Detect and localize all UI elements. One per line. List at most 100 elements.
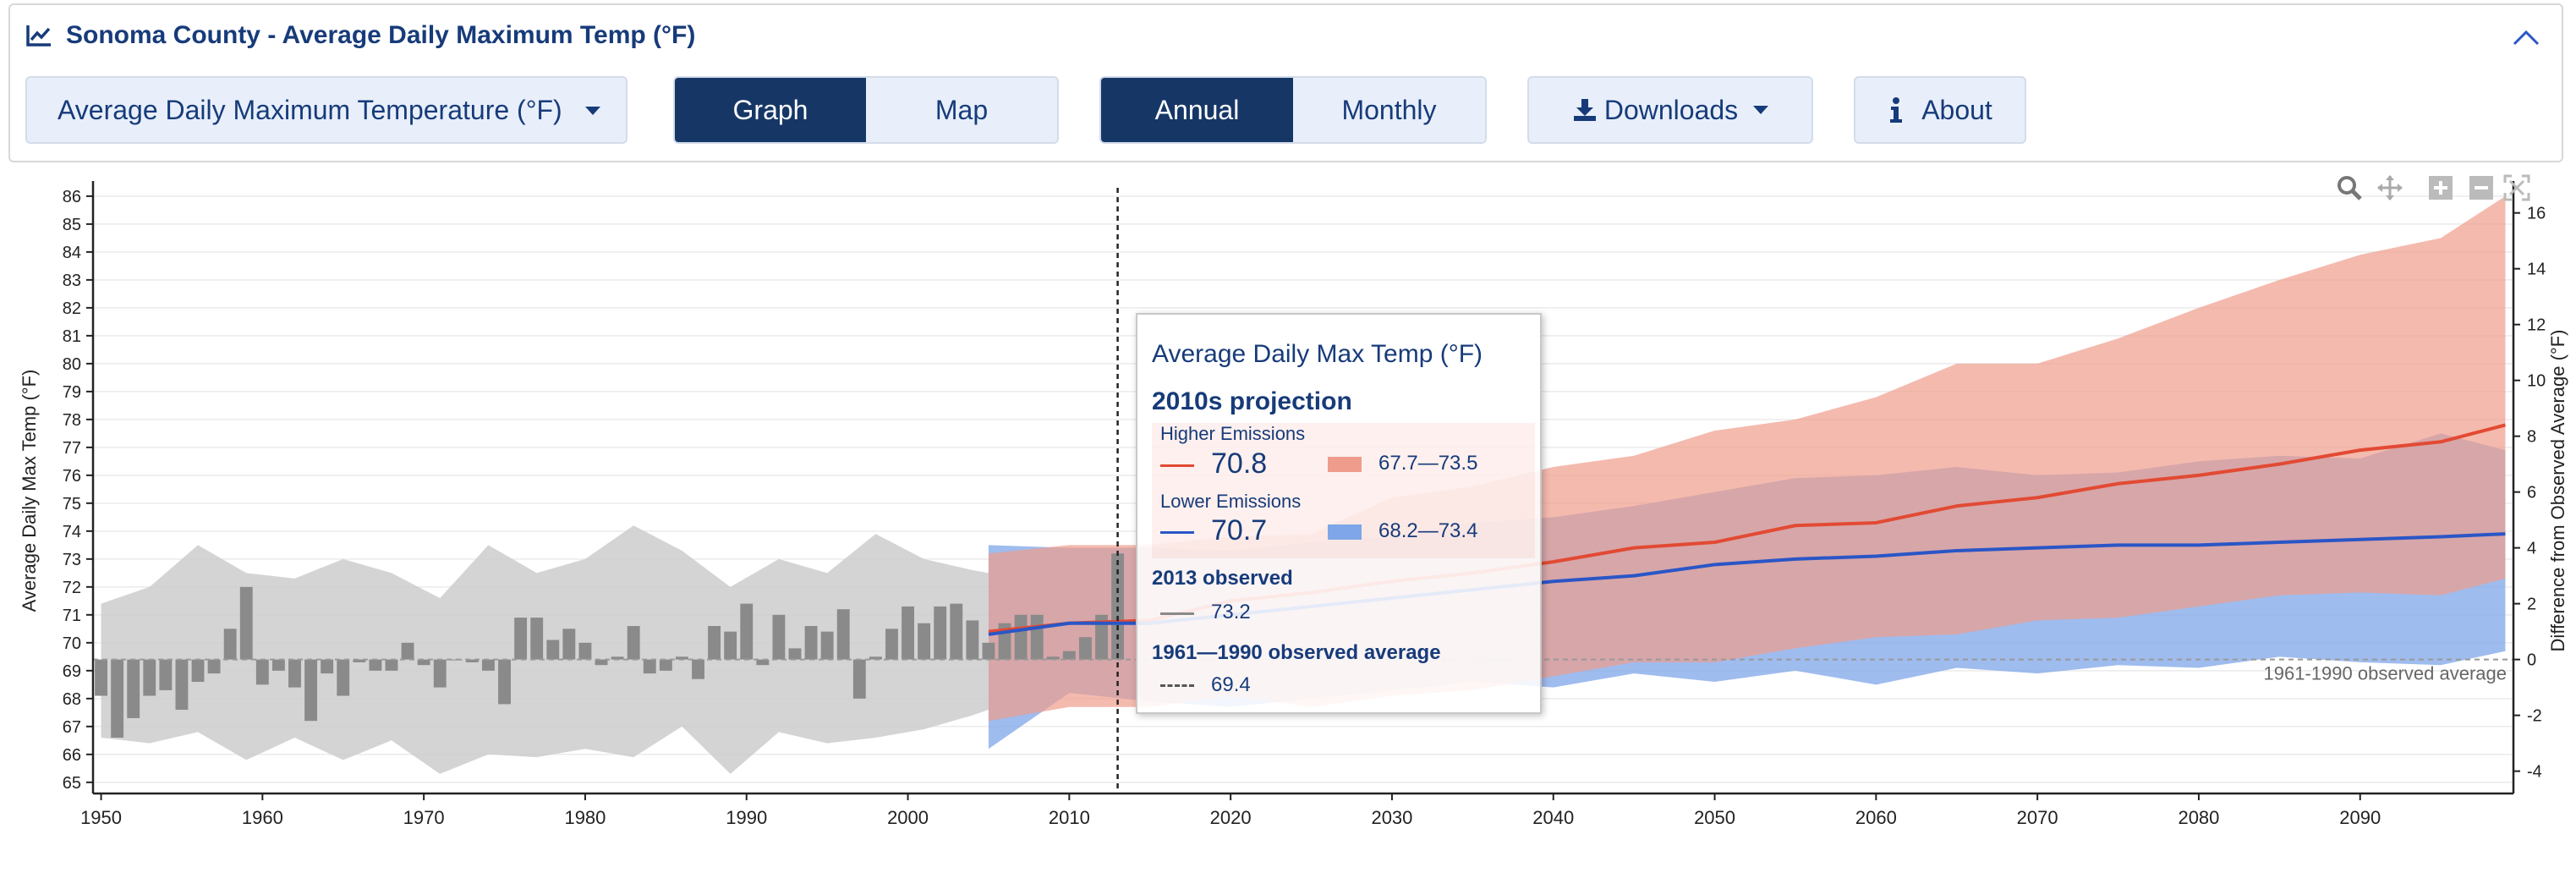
x-tick-label: 2060 — [1855, 807, 1897, 828]
tab-map[interactable]: Map — [866, 78, 1057, 142]
observed-bar — [740, 603, 754, 660]
observed-bar — [417, 659, 430, 666]
period-toggle: Annual Monthly — [1099, 76, 1487, 144]
observed-bar — [788, 648, 802, 660]
observed-bar — [337, 659, 350, 696]
pan-icon[interactable] — [2376, 174, 2403, 201]
observed-bar — [321, 659, 334, 674]
zoom-out-icon[interactable] — [2468, 174, 2495, 201]
higher-range-swatch — [1328, 457, 1362, 472]
x-tick-label: 1970 — [403, 807, 445, 828]
x-tick-label: 2080 — [2178, 807, 2219, 828]
y2-tick-label: 14 — [2527, 261, 2546, 279]
tab-annual[interactable]: Annual — [1101, 78, 1293, 142]
observed-bar — [869, 656, 882, 660]
y-axis-label: Average Daily Max Temp (°F) — [19, 370, 40, 612]
y-tick-label: 72 — [63, 579, 81, 597]
observed-bar — [385, 659, 398, 671]
y-tick-label: 69 — [63, 662, 81, 681]
y-tick-label: 76 — [63, 467, 81, 486]
higher-value: 70.8 — [1211, 447, 1268, 480]
y2-tick-label: -2 — [2527, 707, 2542, 726]
y2-tick-label: 8 — [2527, 428, 2536, 447]
observed-bar — [175, 659, 189, 711]
observed-bar — [191, 659, 205, 683]
observed-bar — [239, 586, 253, 660]
x-tick-label: 2020 — [1210, 807, 1252, 828]
observed-bar — [127, 659, 140, 718]
about-button[interactable]: About — [1854, 76, 2026, 144]
axes: 6566676869707172737475767778798081828384… — [19, 181, 2568, 828]
observed-bar — [643, 659, 656, 674]
observed-anomaly-bars — [95, 553, 1125, 738]
observed-bar — [885, 629, 898, 660]
observed-bar — [692, 659, 704, 679]
observed-swatch — [1160, 612, 1194, 615]
observed-bar — [675, 656, 688, 660]
y-tick-label: 75 — [63, 495, 81, 513]
observed-bar — [578, 642, 592, 660]
observed-bar — [950, 603, 963, 660]
observed-bar — [111, 659, 124, 738]
observed-bar — [498, 659, 511, 705]
observed-bar — [143, 659, 156, 696]
x-tick-label: 2010 — [1049, 807, 1090, 828]
observed-bar — [95, 659, 107, 696]
x-tick-label: 1950 — [80, 807, 122, 828]
reset-axes-icon[interactable] — [2503, 174, 2530, 201]
x-tick-label: 2030 — [1371, 807, 1412, 828]
observed-bar — [836, 609, 850, 660]
zoom-icon[interactable] — [2336, 174, 2363, 201]
observed-bar — [562, 629, 576, 660]
observed-bar — [465, 659, 479, 662]
x-tick-label: 1990 — [726, 807, 767, 828]
observed-bar — [546, 640, 560, 660]
y2-tick-label: 12 — [2527, 316, 2546, 335]
view-toggle: Graph Map — [673, 76, 1059, 144]
observed-bar — [255, 659, 269, 685]
observed-bar — [659, 659, 672, 671]
y-tick-label: 77 — [63, 439, 81, 458]
observed-bar — [369, 659, 382, 671]
observed-bar — [353, 659, 366, 662]
observed-bar — [159, 659, 173, 690]
y2-tick-label: 10 — [2527, 372, 2546, 391]
tooltip-projection-heading: 2010s projection — [1152, 387, 1352, 415]
tab-monthly[interactable]: Monthly — [1293, 78, 1485, 142]
y-tick-label: 73 — [63, 551, 81, 569]
collapse-chevron-icon[interactable] — [2509, 22, 2543, 52]
info-icon — [1890, 97, 1903, 123]
y-tick-label: 65 — [63, 774, 81, 793]
observed-bar — [1078, 637, 1092, 660]
observed-bar — [207, 659, 221, 674]
hover-tooltip: Average Daily Max Temp (°F) 2010s projec… — [1136, 313, 1542, 714]
y2-axis-label: Difference from Observed Average (°F) — [2547, 330, 2568, 652]
y-tick-label: 86 — [63, 188, 81, 206]
x-tick-label: 2050 — [1694, 807, 1735, 828]
y-tick-label: 71 — [63, 607, 81, 625]
downloads-button[interactable]: Downloads — [1527, 76, 1813, 144]
observed-value: 73.2 — [1211, 601, 1251, 623]
observed-bar — [433, 659, 447, 688]
observed-bar — [514, 618, 528, 660]
y-tick-label: 79 — [63, 383, 81, 402]
tooltip-baseline-heading: 1961—1990 observed average — [1152, 641, 1441, 664]
x-tick-label: 2090 — [2339, 807, 2381, 828]
observed-bar — [772, 614, 786, 660]
x-tick-label: 1960 — [242, 807, 283, 828]
observed-bar — [223, 629, 237, 660]
observed-bar — [918, 623, 931, 660]
y-tick-label: 81 — [63, 327, 81, 346]
observed-bar — [611, 656, 624, 660]
x-tick-label: 2040 — [1532, 807, 1574, 828]
tab-graph[interactable]: Graph — [675, 78, 866, 142]
variable-select[interactable]: Average Daily Maximum Temperature (°F) — [25, 76, 628, 144]
y-tick-label: 82 — [63, 299, 81, 318]
downloads-label: Downloads — [1603, 94, 1739, 125]
y-tick-label: 70 — [63, 634, 81, 653]
x-tick-label: 2000 — [887, 807, 929, 828]
observed-bar — [820, 631, 834, 660]
zoom-in-icon[interactable] — [2427, 174, 2454, 201]
observed-range-band — [101, 525, 989, 774]
observed-bar — [627, 626, 640, 660]
